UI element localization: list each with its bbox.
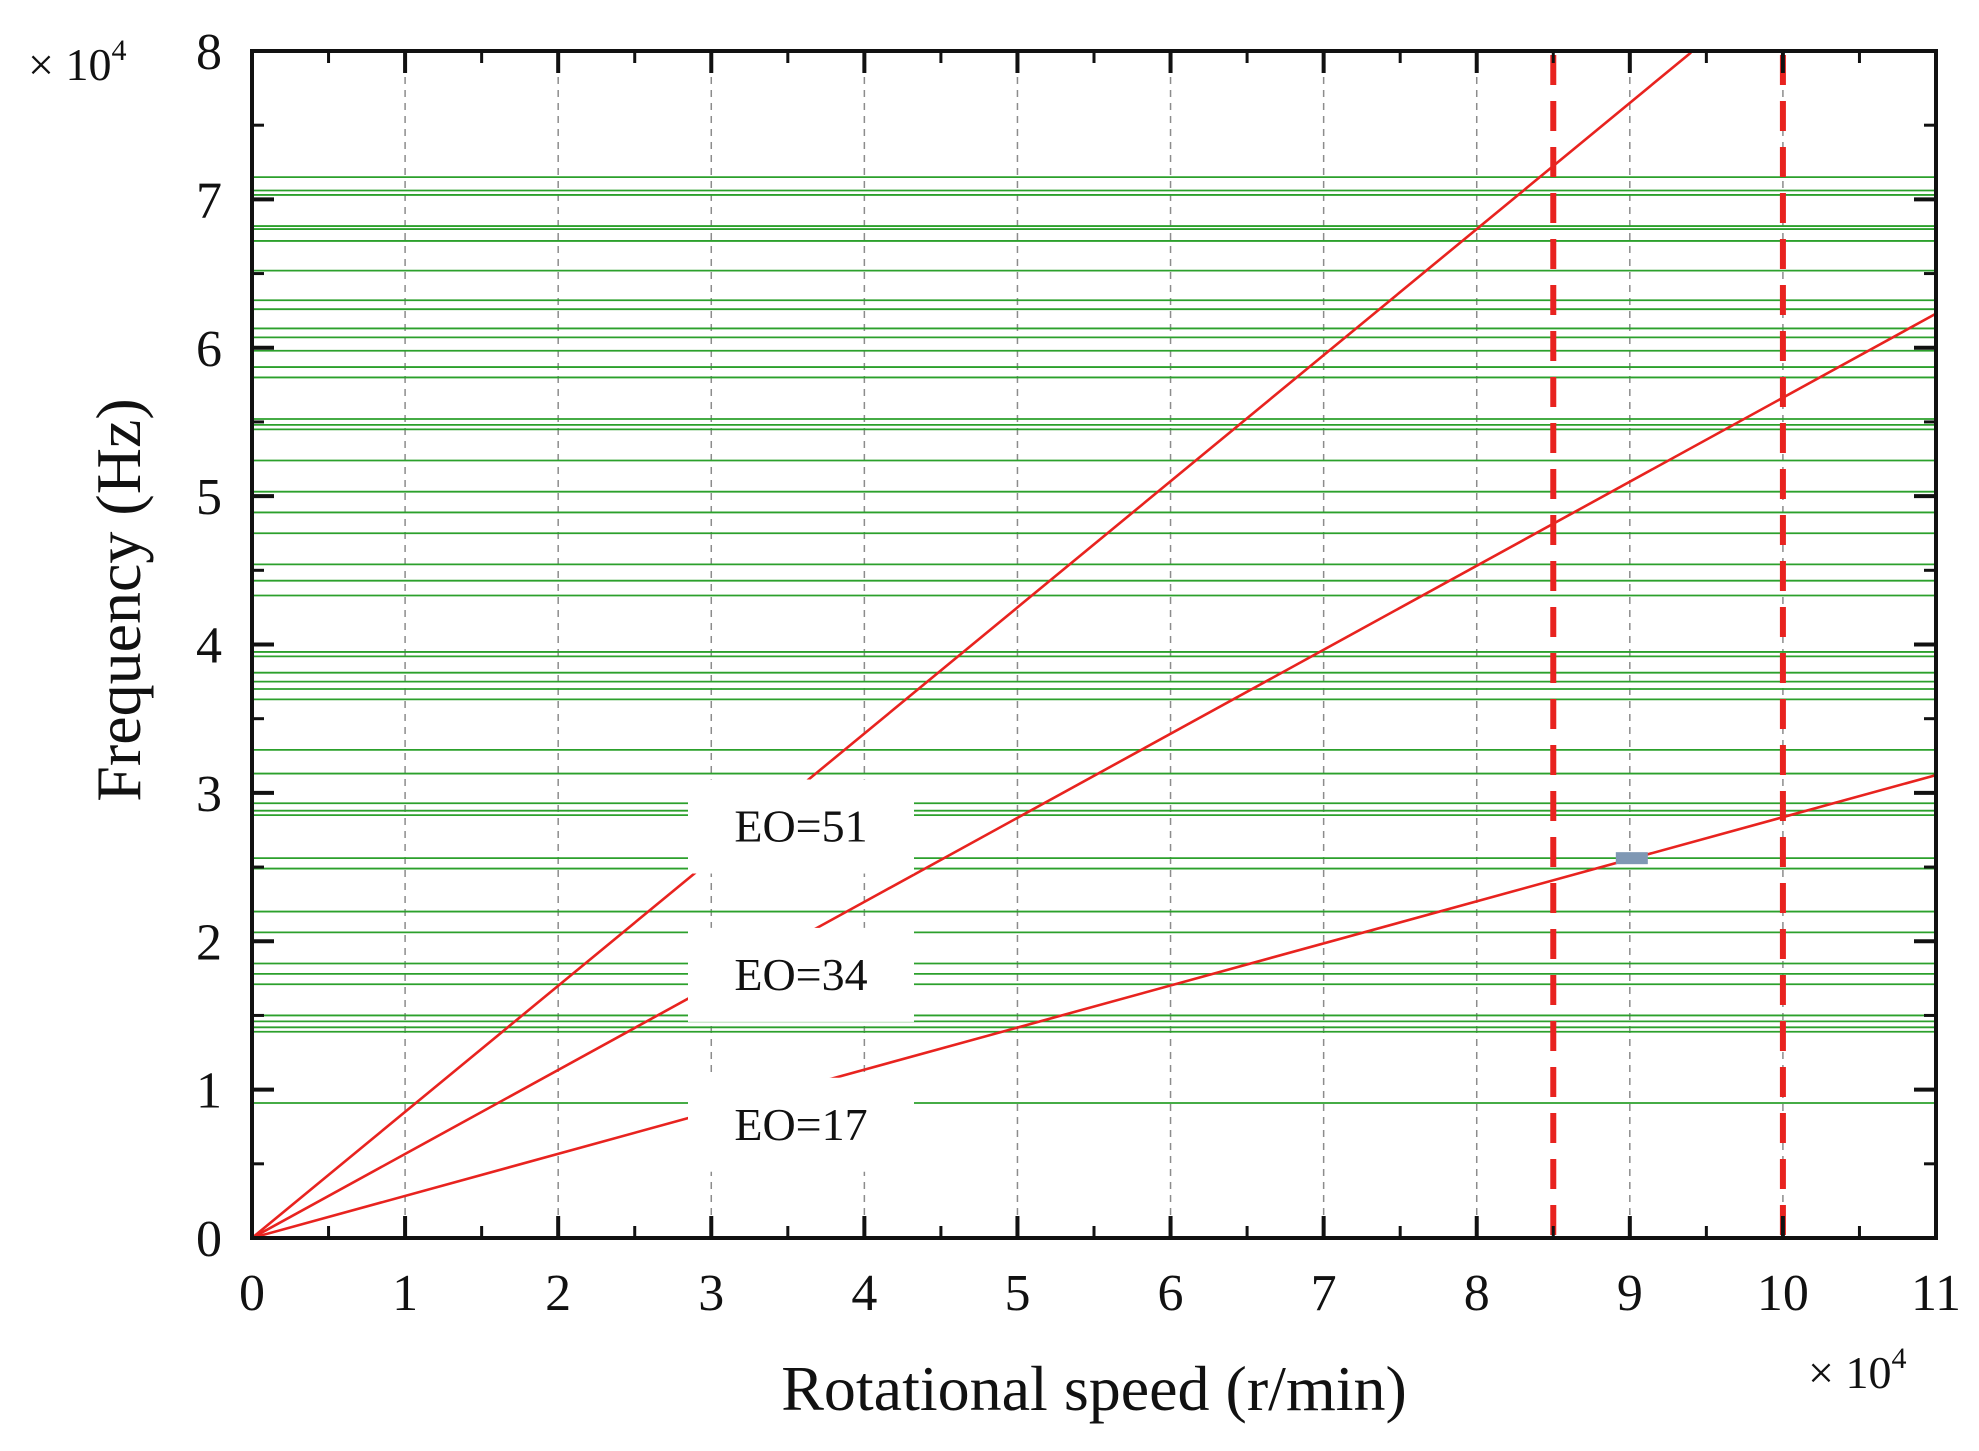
x-axis-title: Rotational speed (r/min) — [781, 1353, 1407, 1424]
y-multiplier-base: × 10 — [28, 39, 111, 90]
eo-label-box — [688, 1077, 914, 1172]
eo-label: EO=34 — [734, 949, 867, 1000]
operating-range-lines — [1550, 55, 1786, 1238]
x-tick-labels: 0 1 2 3 4 5 6 7 8 9 10 11 — [239, 1265, 1961, 1322]
x-tick-label: 5 — [1004, 1265, 1030, 1322]
excitation-order-lines — [251, 51, 1937, 1240]
y-tick-label: 3 — [196, 766, 222, 823]
y-multiplier: × 104 — [28, 34, 126, 90]
eo-label-box — [688, 927, 914, 1022]
y-axis-title: Frequency (Hz) — [83, 398, 154, 801]
svg-text:× 104: × 104 — [28, 34, 126, 90]
y-tick-label: 2 — [196, 914, 222, 971]
series-line — [251, 51, 1692, 1240]
x-multiplier-base: × 10 — [1808, 1347, 1891, 1398]
y-tick-label: 5 — [196, 469, 222, 526]
x-tick-label: 10 — [1757, 1265, 1809, 1322]
eo-label-box — [688, 779, 914, 874]
x-tick-label: 9 — [1617, 1265, 1643, 1322]
y-multiplier-exponent: 4 — [111, 34, 126, 67]
y-tick-label: 0 — [196, 1211, 222, 1268]
x-tick-label: 6 — [1158, 1265, 1184, 1322]
x-tick-label: 11 — [1911, 1265, 1961, 1322]
y-tick-label: 7 — [196, 172, 222, 229]
x-tick-label: 0 — [239, 1265, 265, 1322]
eo-label-boxes: EO=51 EO=34 EO=17 — [688, 779, 914, 1172]
x-tick-label: 4 — [851, 1265, 877, 1322]
resonance-marker — [1615, 852, 1648, 865]
y-tick-labels: 0 1 2 3 4 5 6 7 8 — [196, 24, 222, 1268]
eo-label: EO=51 — [734, 801, 867, 852]
x-tick-label: 3 — [698, 1265, 724, 1322]
x-tick-label: 8 — [1464, 1265, 1490, 1322]
x-tick-label: 2 — [545, 1265, 571, 1322]
y-tick-label: 4 — [196, 618, 222, 675]
resonance-marker-group — [1615, 852, 1648, 865]
svg-text:× 104: × 104 — [1808, 1342, 1906, 1398]
y-tick-label: 8 — [196, 24, 222, 81]
x-tick-label: 1 — [392, 1265, 418, 1322]
y-tick-label: 1 — [196, 1063, 222, 1120]
y-tick-label: 6 — [196, 321, 222, 378]
series-line — [251, 312, 1937, 1240]
x-tick-label: 7 — [1311, 1265, 1337, 1322]
natural-frequency-lines — [252, 176, 1936, 1104]
plot-frame — [250, 49, 1938, 1240]
eo-label: EO=17 — [734, 1099, 867, 1150]
x-multiplier-exponent: 4 — [1891, 1342, 1906, 1375]
series-line — [251, 773, 1937, 1240]
x-multiplier: × 104 — [1808, 1342, 1906, 1398]
